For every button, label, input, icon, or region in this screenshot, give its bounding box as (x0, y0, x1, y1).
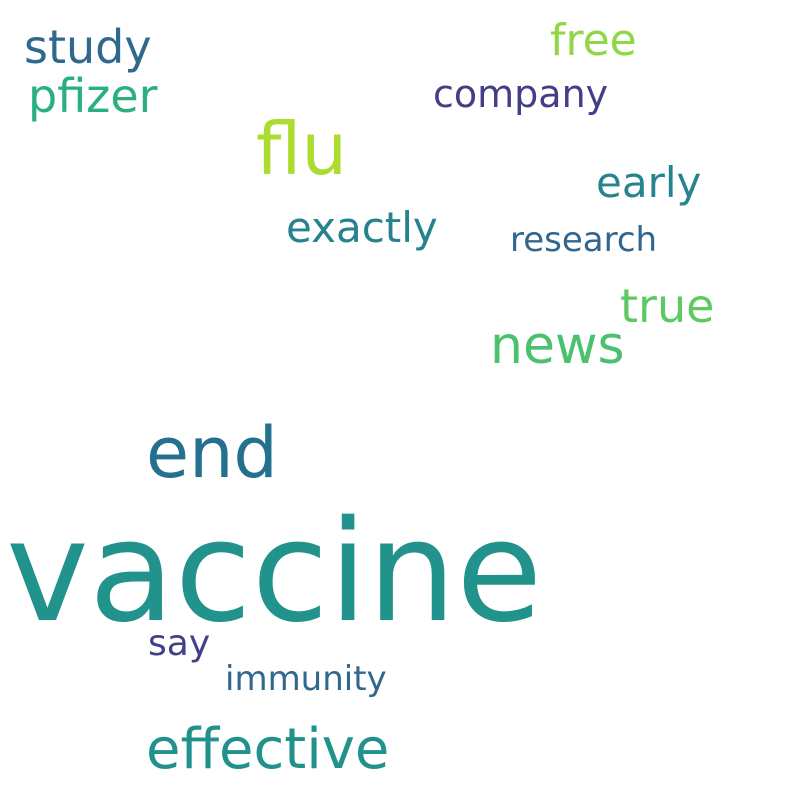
word-research: research (510, 220, 658, 260)
word-flu: flu (256, 107, 347, 191)
word-free: free (550, 15, 637, 66)
word-end: end (146, 412, 278, 494)
word-effective: effective (146, 717, 390, 782)
word-pfizer: pfizer (28, 69, 158, 123)
word-say: say (148, 623, 211, 664)
word-exactly: exactly (286, 203, 438, 252)
word-vaccine: vaccine (6, 491, 543, 654)
word-study: study (24, 20, 152, 74)
word-immunity: immunity (225, 659, 387, 699)
word-news: news (490, 316, 625, 376)
word-company: company (433, 72, 609, 116)
word-early: early (596, 158, 702, 207)
word-true: true (620, 279, 715, 333)
